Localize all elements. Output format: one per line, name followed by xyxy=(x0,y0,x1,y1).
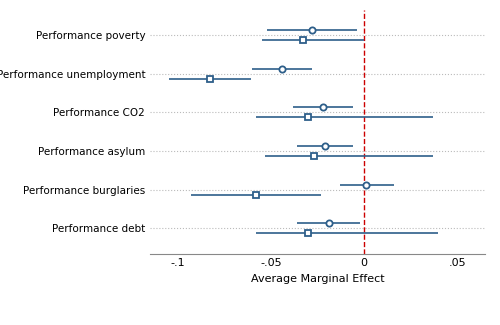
X-axis label: Average Marginal Effect: Average Marginal Effect xyxy=(250,274,384,284)
